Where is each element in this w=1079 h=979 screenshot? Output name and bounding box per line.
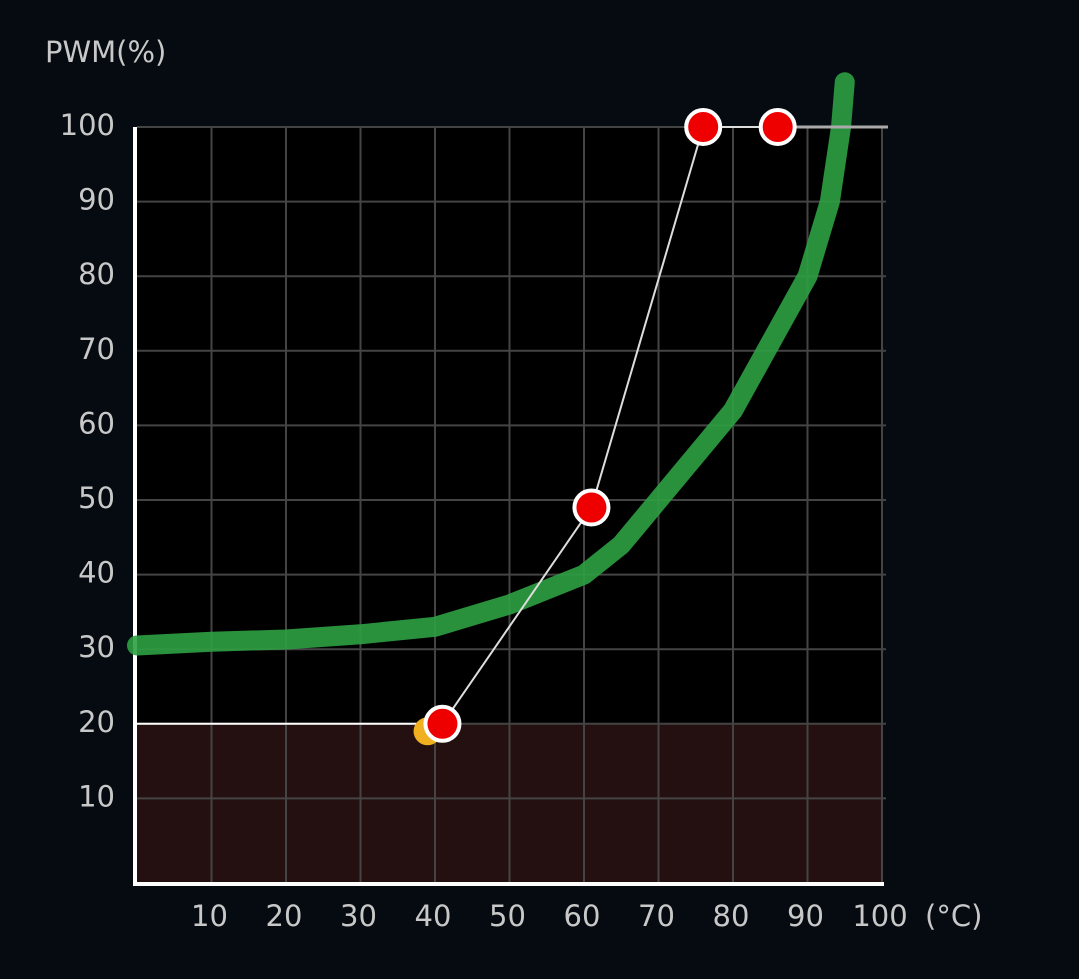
curve-point[interactable] xyxy=(684,108,723,146)
curve-point[interactable] xyxy=(423,704,462,743)
y-tick-label: 90 xyxy=(78,183,115,217)
y-tick-label: 70 xyxy=(78,332,115,366)
x-tick-label: 80 xyxy=(713,899,750,933)
y-tick-label: 40 xyxy=(78,556,115,590)
x-axis-label: (°C) xyxy=(925,899,982,933)
x-tick-label: 30 xyxy=(340,899,377,933)
y-axis-label: PWM(%) xyxy=(45,35,166,69)
y-tick-label: 100 xyxy=(60,108,115,142)
x-tick-label: 60 xyxy=(564,899,601,933)
y-tick-label: 50 xyxy=(78,481,115,515)
measured-curve xyxy=(127,72,855,656)
y-tick-label: 30 xyxy=(78,630,115,664)
x-tick-label: 100 xyxy=(852,899,907,933)
curve-point[interactable] xyxy=(572,488,611,527)
x-tick-label: 10 xyxy=(191,899,228,933)
x-tick-label: 90 xyxy=(787,899,824,933)
curve-point[interactable] xyxy=(758,108,797,146)
x-tick-label: 20 xyxy=(266,899,303,933)
x-tick-label: 50 xyxy=(489,899,526,933)
y-tick-label: 20 xyxy=(78,705,115,739)
x-tick-label: 40 xyxy=(415,899,452,933)
y-tick-label: 80 xyxy=(78,257,115,291)
y-tick-label: 10 xyxy=(78,779,115,813)
fan-curve xyxy=(441,126,778,725)
y-tick-label: 60 xyxy=(78,406,115,440)
x-tick-label: 70 xyxy=(638,899,675,933)
